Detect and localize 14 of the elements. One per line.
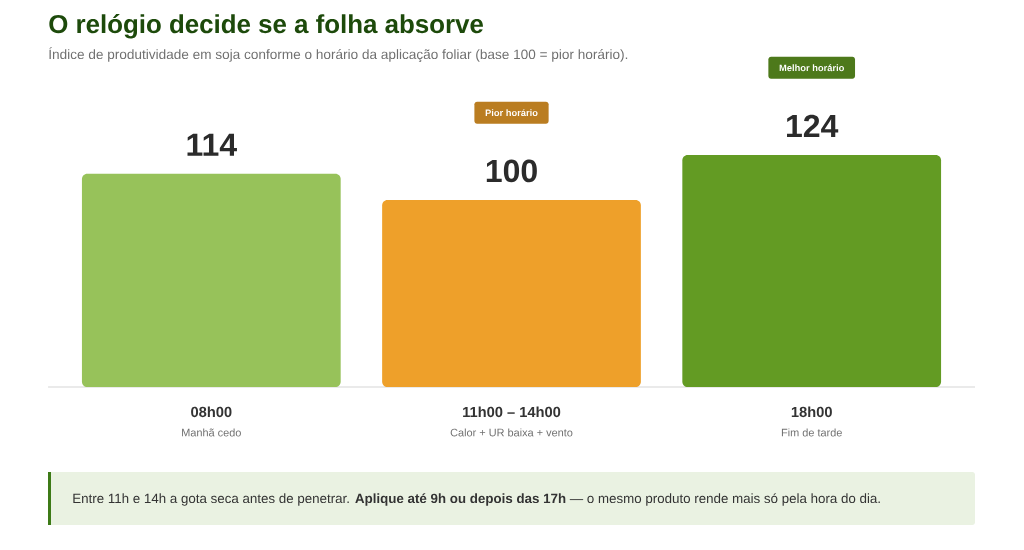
text: Fim de tarde: [781, 428, 842, 437]
x-tick-label: 11h00 – 14h00: [463, 406, 561, 418]
x-tick-label: 08h00: [191, 406, 232, 418]
text: Entre 11h e 14h a gota seca antes de penetrar. Aplique até 9h ou depois das 17h — o mesmo produto rende mais só pela hora do dia.: [73, 493, 880, 506]
data-label: 114: [187, 133, 237, 156]
chart-subtitle: Índice de produtividade em soja conforme o horário da aplicação foliar (base 100 = pior horário).: [49, 47, 628, 62]
text: Calor + UR baixa + vento: [450, 428, 573, 437]
text: Melhor horário: [779, 64, 844, 72]
text: Manhã cedo: [182, 428, 241, 437]
chart-title: O relógio decide se a folha absorve: [49, 14, 483, 39]
x-tick-label: 18h00: [791, 406, 832, 418]
data-label: 124: [787, 114, 839, 137]
data-label: 100: [486, 159, 537, 183]
text: Pior horário: [485, 109, 538, 117]
